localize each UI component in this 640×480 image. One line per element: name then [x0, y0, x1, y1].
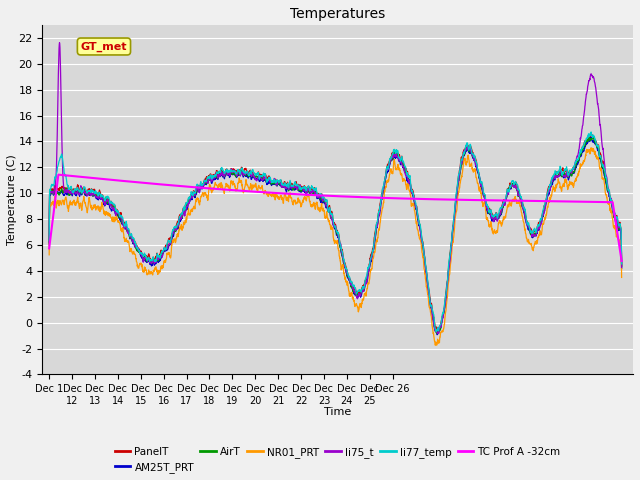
- Title: Temperatures: Temperatures: [290, 7, 385, 21]
- X-axis label: Time: Time: [324, 407, 351, 417]
- Y-axis label: Temperature (C): Temperature (C): [7, 154, 17, 245]
- Legend: PanelT, AM25T_PRT, AirT, NR01_PRT, li75_t, li77_temp, TC Prof A -32cm: PanelT, AM25T_PRT, AirT, NR01_PRT, li75_…: [111, 443, 565, 477]
- Text: GT_met: GT_met: [81, 41, 127, 52]
